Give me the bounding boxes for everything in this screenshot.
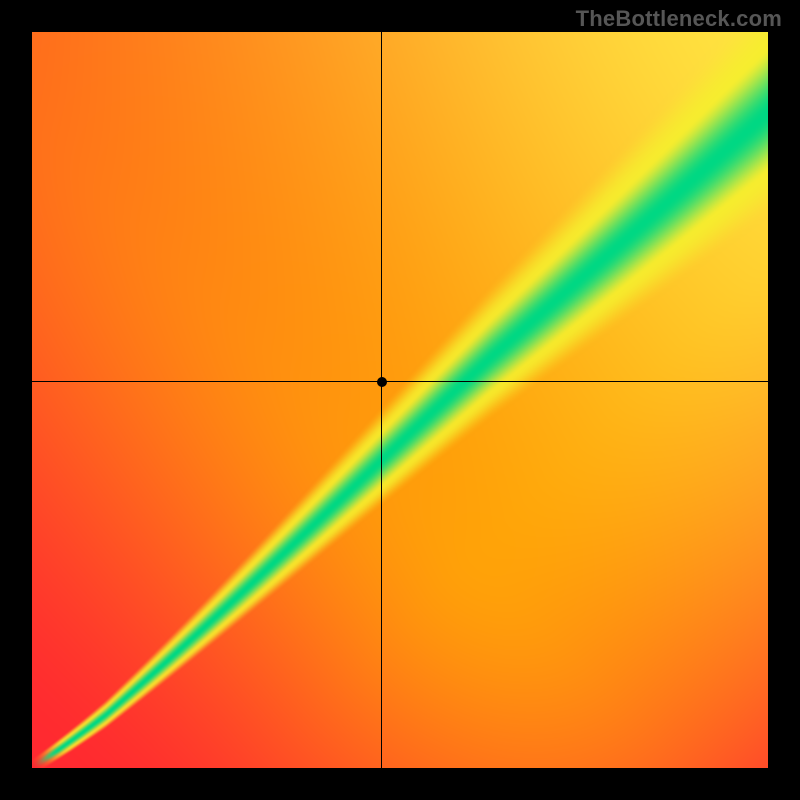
crosshair-marker: [377, 377, 387, 387]
watermark-text: TheBottleneck.com: [576, 6, 782, 32]
chart-container: { "watermark": { "text": "TheBottleneck.…: [0, 0, 800, 800]
crosshair-horizontal: [32, 381, 768, 382]
bottleneck-heatmap: [32, 32, 768, 768]
crosshair-vertical: [381, 32, 382, 768]
